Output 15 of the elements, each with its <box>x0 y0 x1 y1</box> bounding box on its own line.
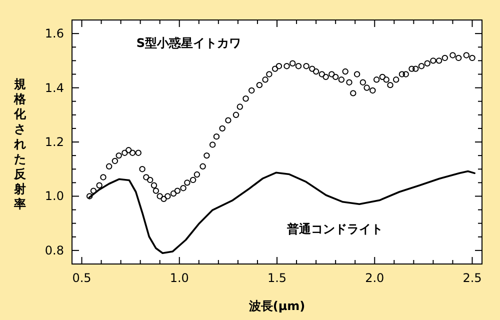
x-tick-label: 1.0 <box>170 271 189 285</box>
x-tick-label: 1.5 <box>267 271 287 285</box>
y-tick-label: 1.0 <box>44 189 64 204</box>
line-series <box>88 170 476 254</box>
y-tick-label: 0.8 <box>44 243 64 258</box>
x-axis-title: 波長(μm) <box>248 299 306 313</box>
series-label: 普通コンドライト <box>286 222 383 236</box>
x-tick-label: 0.5 <box>72 271 92 285</box>
legend-label: S型小惑星イトカワ <box>136 36 242 50</box>
x-tick-label: 2.0 <box>365 271 384 285</box>
y-tick-label: 1.6 <box>44 26 64 41</box>
y-tick-label: 1.4 <box>44 80 64 95</box>
x-tick-label: 2.5 <box>462 271 482 285</box>
y-axis-title: 規格化された反射率 <box>14 77 26 211</box>
y-tick-label: 1.2 <box>44 135 64 149</box>
